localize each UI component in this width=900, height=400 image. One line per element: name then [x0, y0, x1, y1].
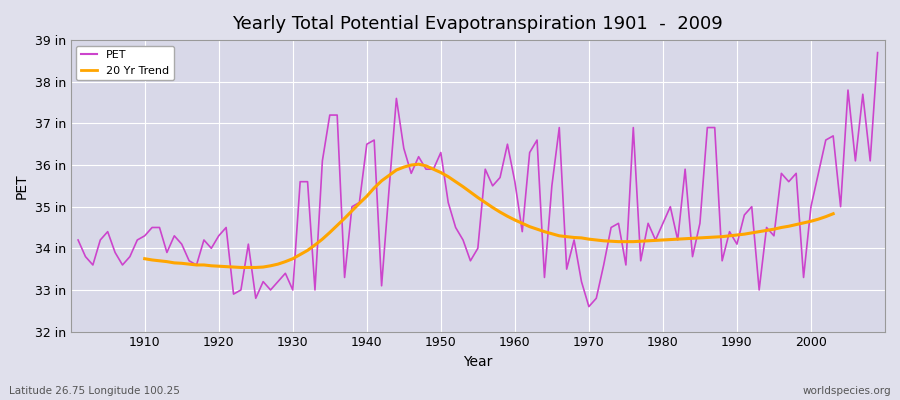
Title: Yearly Total Potential Evapotranspiration 1901  -  2009: Yearly Total Potential Evapotranspiratio… [232, 15, 724, 33]
X-axis label: Year: Year [464, 355, 492, 369]
Legend: PET, 20 Yr Trend: PET, 20 Yr Trend [76, 46, 174, 80]
Text: Latitude 26.75 Longitude 100.25: Latitude 26.75 Longitude 100.25 [9, 386, 180, 396]
Y-axis label: PET: PET [15, 173, 29, 199]
Text: worldspecies.org: worldspecies.org [803, 386, 891, 396]
